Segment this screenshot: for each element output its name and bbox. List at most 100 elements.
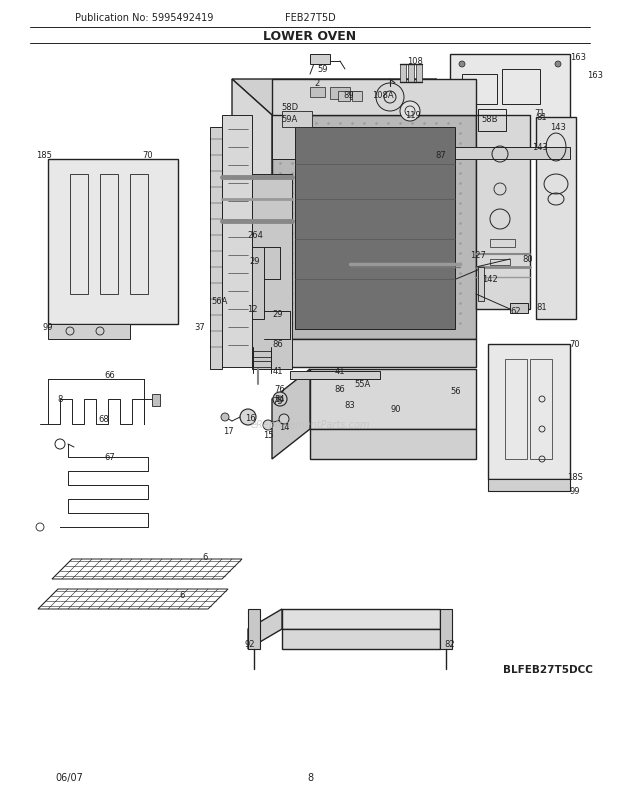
Polygon shape [272,115,310,160]
Circle shape [459,62,465,68]
Text: 62: 62 [511,307,521,316]
Text: 18S: 18S [567,473,583,482]
Polygon shape [295,128,455,330]
Polygon shape [282,610,440,630]
Bar [400,65,406,83]
Text: 41: 41 [273,367,283,376]
Polygon shape [48,160,178,325]
Text: 59A: 59A [282,115,298,124]
Text: 17: 17 [223,427,233,436]
Text: 66: 66 [105,371,115,380]
Text: LOWER OVEN: LOWER OVEN [264,30,356,43]
Text: 82: 82 [445,640,455,649]
Text: 81: 81 [537,303,547,312]
Polygon shape [488,345,570,480]
Polygon shape [310,429,476,460]
Circle shape [273,392,287,407]
Text: 55A: 55A [355,380,371,389]
Text: 15: 15 [263,431,273,440]
Circle shape [263,420,273,431]
Text: 37: 37 [195,323,205,332]
Bar [505,359,527,460]
Polygon shape [272,339,476,367]
Text: Publication No: 5995492419: Publication No: 5995492419 [75,13,213,23]
Circle shape [400,102,420,122]
Polygon shape [436,80,476,339]
Text: 29: 29 [250,257,260,266]
Bar [490,260,510,265]
Text: 143: 143 [532,144,548,152]
Text: 119: 119 [405,111,421,120]
Circle shape [279,415,289,424]
Bar [350,92,360,100]
Polygon shape [536,118,576,320]
Text: 06/07: 06/07 [55,772,83,782]
Text: 185: 185 [36,150,52,160]
Text: 264: 264 [247,230,263,239]
Bar [152,395,160,407]
Text: BLFEB27T5DCC: BLFEB27T5DCC [503,664,593,674]
Polygon shape [232,304,272,367]
Text: 8: 8 [307,772,313,782]
Bar [330,88,350,100]
Bar [440,610,452,649]
Text: 58B: 58B [482,115,498,124]
Text: 80: 80 [523,255,533,264]
Text: 81: 81 [537,113,547,123]
Text: 70: 70 [570,340,580,349]
Polygon shape [252,175,292,370]
Polygon shape [222,115,252,367]
Text: eReplacementParts.com: eReplacementParts.com [250,419,370,429]
Polygon shape [38,589,228,610]
Text: 12: 12 [247,305,257,314]
Text: 99: 99 [43,323,53,332]
Text: 86: 86 [273,340,283,349]
Bar [70,175,88,294]
Text: 67: 67 [105,453,115,462]
Text: 16: 16 [245,414,255,423]
Text: 6: 6 [179,591,185,600]
Text: 14: 14 [279,423,290,432]
Text: 8: 8 [57,395,63,404]
Text: 76: 76 [275,385,285,394]
Bar [478,268,484,302]
Text: 89: 89 [343,91,354,100]
Polygon shape [232,80,272,339]
Polygon shape [476,115,530,310]
Text: 6: 6 [202,553,208,561]
Polygon shape [290,371,380,379]
Polygon shape [310,370,476,429]
Text: 90: 90 [391,405,401,414]
Bar [282,111,312,128]
Polygon shape [450,55,570,155]
Text: 56: 56 [451,387,461,396]
Text: 71: 71 [534,108,546,117]
Text: 127: 127 [470,250,486,259]
Circle shape [277,396,283,403]
Bar [478,110,506,132]
Text: 54: 54 [275,395,285,404]
Circle shape [221,414,229,422]
Text: 108A: 108A [372,91,394,99]
Polygon shape [210,128,222,370]
Polygon shape [248,610,282,649]
Text: 83: 83 [345,401,355,410]
Bar [530,359,552,460]
Bar [488,480,570,492]
Text: 163: 163 [570,54,586,63]
Polygon shape [282,630,440,649]
Text: 59: 59 [317,66,328,75]
Bar [416,65,422,83]
Text: 75: 75 [273,397,283,406]
Bar [490,240,515,248]
Bar [462,75,497,105]
Bar [310,55,330,65]
Text: 99: 99 [570,487,580,496]
Bar [253,351,271,358]
Text: 68: 68 [99,415,109,424]
Polygon shape [272,80,476,115]
Text: 2: 2 [314,79,320,88]
Bar [310,88,325,98]
Polygon shape [48,325,130,339]
Circle shape [376,84,404,111]
